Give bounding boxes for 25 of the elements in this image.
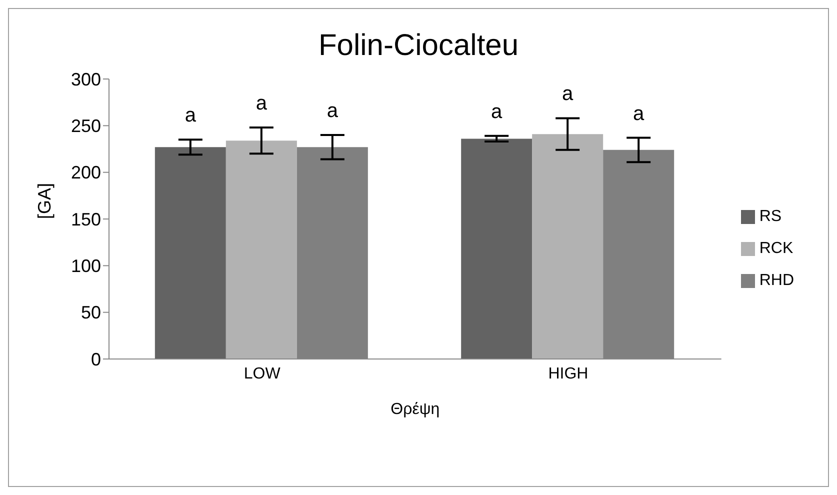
data-label: a — [256, 92, 268, 115]
bar — [154, 147, 226, 359]
bar — [461, 138, 532, 359]
x-tick-label: LOW — [244, 365, 282, 382]
data-label: a — [562, 83, 574, 106]
data-label: a — [184, 104, 197, 127]
legend-label: RCK — [759, 240, 794, 257]
x-axis-title: Θρέψη — [390, 401, 440, 418]
data-label: a — [491, 100, 504, 123]
y-axis-title: [GA] — [34, 182, 54, 219]
y-tick-label: 200 — [70, 162, 101, 183]
legend-label: RHD — [759, 272, 794, 289]
y-tick-label: 50 — [80, 302, 101, 323]
legend-label: RS — [759, 208, 782, 225]
y-tick-label: 150 — [70, 209, 101, 230]
bar — [532, 134, 604, 359]
y-tick-label: 250 — [70, 116, 101, 136]
y-tick-label: 100 — [70, 256, 101, 276]
x-tick-label: HIGH — [548, 365, 588, 382]
bar — [226, 140, 297, 359]
chart-title: Folin-Ciocalteu — [317, 29, 520, 64]
y-tick-label: 300 — [70, 69, 101, 90]
y-tick-label: 0 — [90, 349, 101, 370]
data-label: a — [633, 102, 646, 125]
data-label: a — [326, 100, 339, 122]
